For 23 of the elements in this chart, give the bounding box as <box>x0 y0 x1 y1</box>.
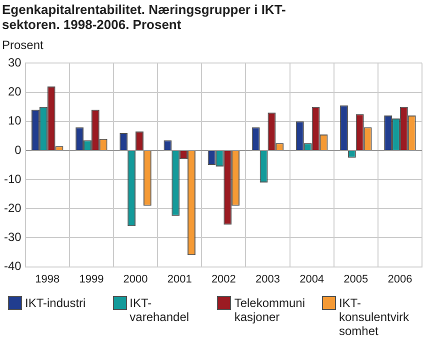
y-tick-label: 20 <box>8 84 22 99</box>
y-tick-label: -30 <box>4 230 22 244</box>
legend-label: IKT-konsulentvirksomhet <box>338 296 410 338</box>
x-tick-label: 1998 <box>35 273 60 286</box>
x-tick-label: 2006 <box>388 273 412 286</box>
x-tick-label: 2003 <box>256 273 280 286</box>
y-tick-label: 10 <box>8 114 22 128</box>
y-axis-title: Prosent <box>1 37 44 52</box>
x-tick-label: 2005 <box>344 273 368 286</box>
y-tick-label: 30 <box>8 56 22 70</box>
x-tick-label: 1999 <box>79 273 104 286</box>
x-tick-label: 2001 <box>167 273 192 286</box>
y-tick-label: 0 <box>14 142 22 157</box>
x-tick-label: 2000 <box>123 273 148 286</box>
legend-label: IKT-industri <box>25 296 87 310</box>
y-tick-label: -10 <box>4 172 22 186</box>
legend-label: IKT-varehandel <box>130 296 190 324</box>
x-tick-label: 2004 <box>300 273 324 286</box>
y-tick-label: -40 <box>4 259 22 274</box>
x-tick-label: 2002 <box>211 273 236 286</box>
y-tick-label: -20 <box>4 200 22 215</box>
legend-label: Telekommunikasjoner <box>234 296 306 324</box>
chart-title: Egenkapitalrentabilitet. Næringsgrupper i IKT-sektoren. 1998-2006. Prosent <box>1 1 287 32</box>
